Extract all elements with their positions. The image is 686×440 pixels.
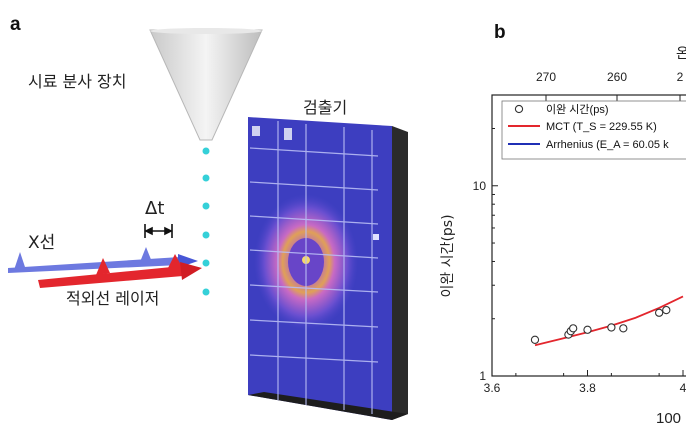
panel-b-letter: b [494, 22, 506, 43]
x-tick-label: 3.8 [579, 381, 596, 395]
panel-a-letter: a [10, 14, 21, 35]
legend-label: MCT (T_S = 229.55 K) [546, 121, 657, 133]
top-axis-label-partial: 온 [676, 46, 686, 62]
laser-beam [38, 254, 202, 288]
top-tick-label: 260 [607, 70, 627, 84]
nozzle-rim [150, 28, 262, 34]
legend-label: Arrhenius (E_A = 60.05 k [546, 139, 669, 151]
delta-t-marker [144, 224, 173, 238]
legend-marker [514, 104, 524, 114]
y-tick-label: 1 [479, 369, 486, 383]
x-tick-label: 4 [680, 381, 686, 395]
detector-panel [248, 117, 408, 420]
x-axis-label-partial: 100 [656, 410, 681, 427]
droplet-stream [202, 147, 210, 296]
data-point [619, 324, 628, 333]
mct-fit-line [534, 295, 684, 347]
legend-box [501, 100, 686, 160]
top-tick-label: 270 [536, 70, 556, 84]
y-tick-label: 10 [473, 179, 487, 193]
xray-label: X선 [28, 233, 56, 253]
data-point [569, 324, 578, 333]
top-tick-label: 2 [677, 70, 684, 84]
y-axis-label: 이완 시간(ps) [440, 214, 456, 297]
x-tick-label: 3.6 [484, 381, 501, 395]
plot-frame [491, 94, 686, 377]
data-point [654, 308, 664, 317]
data-point [662, 305, 671, 315]
detector-label: 검출기 [303, 98, 348, 117]
laser-label: 적외선 레이저 [66, 289, 160, 308]
data-point [607, 323, 616, 332]
nozzle-label: 시료 분사 장치 [28, 72, 127, 91]
legend-label: 이완 시간(ps) [546, 103, 608, 116]
data-point [583, 325, 592, 334]
delta-t-label: Δt [145, 198, 165, 219]
data-point [530, 335, 540, 344]
